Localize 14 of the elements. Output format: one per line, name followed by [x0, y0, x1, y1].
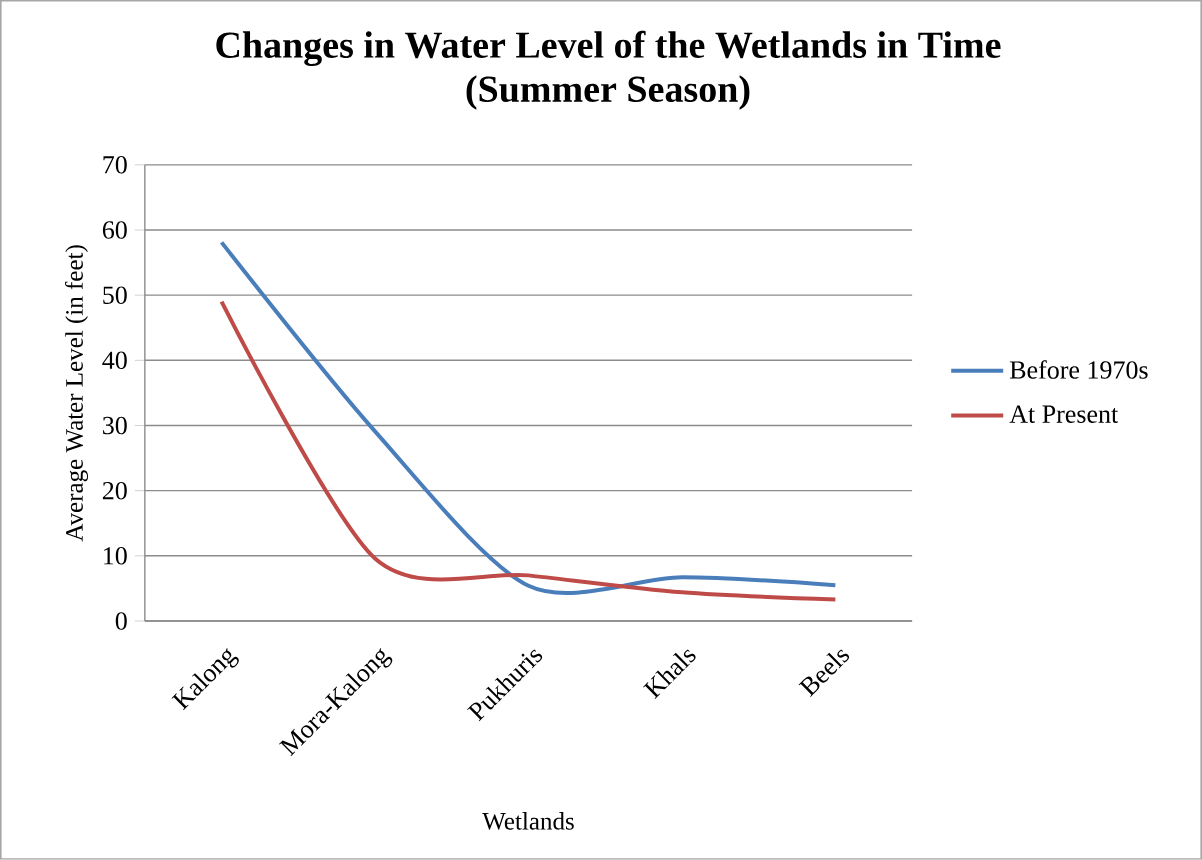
- y-tick-label: 20: [102, 481, 127, 500]
- y-tick-label: 60: [102, 221, 127, 239]
- line-series: [219, 299, 838, 602]
- y-tick-label: 70: [103, 156, 127, 174]
- chart-title: Changes in Water Level of the Wetlands in Time (Summer Season): [216, 30, 1001, 110]
- y-tick-label: 40: [102, 351, 127, 370]
- y-tick-label: 10: [104, 547, 127, 565]
- x-axis-title: Wetlands: [482, 812, 574, 830]
- y-tick-label: 0: [115, 612, 127, 630]
- y-tick-label: 30: [103, 416, 127, 435]
- legend-label: Before 1970s: [1009, 360, 1148, 379]
- y-axis-title: Average Water Level (in feet): [65, 245, 89, 542]
- legend-label: At Present: [1009, 405, 1119, 423]
- y-tick-label: 50: [103, 286, 127, 304]
